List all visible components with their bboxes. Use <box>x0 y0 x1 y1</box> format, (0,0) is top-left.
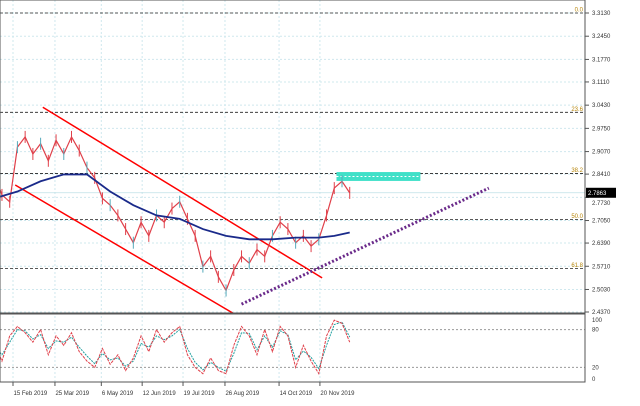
channel-line <box>42 106 323 279</box>
price-tick-label: 2.7730 <box>592 201 611 207</box>
price-tick-label: 2.5030 <box>592 287 611 293</box>
date-axis: 15 Feb 2019 25 Mar 2019 6 May 2019 12 Jun 2… <box>12 382 355 397</box>
price-tick-label: 2.5710 <box>592 264 611 270</box>
price-tick-label: 2.4370 <box>592 310 611 316</box>
oscillator-tick-label: 100 <box>592 318 603 324</box>
price-tick-label: 3.2450 <box>592 34 611 40</box>
date-tick-label: 19 Jul 2019 <box>184 391 216 397</box>
date-tick-label: 14 Oct 2019 <box>280 391 313 397</box>
date-tick-label: 20 Nov 2019 <box>320 391 355 397</box>
main-pane-frame <box>0 0 586 314</box>
price-tick-label: 2.9750 <box>592 126 611 132</box>
date-tick-label: 26 Aug 2019 <box>225 391 259 397</box>
current-price-label: 2.7863 <box>588 191 607 197</box>
oscillator-tick-label: 20 <box>592 365 599 371</box>
date-tick-label: 6 May 2019 <box>102 391 134 397</box>
oscillator-tick-label: 80 <box>592 328 599 334</box>
price-tick-label: 2.7050 <box>592 219 611 225</box>
price-tick-label: 3.3130 <box>592 11 611 17</box>
oscillator-signal-line <box>0 321 351 372</box>
price-axis: 3.3130 3.2450 3.1770 3.1110 3.0430 2.9750 2.90… <box>585 11 616 316</box>
current-price-badge <box>586 187 616 198</box>
price-tick-label: 3.1110 <box>592 80 610 86</box>
channel-line <box>14 184 234 314</box>
fibonacci-levels: 0.0 23.6 38.2 50.0 61.8 <box>0 8 585 269</box>
price-tick-label: 2.9070 <box>592 150 611 156</box>
oscillator-pane-frame <box>0 313 586 383</box>
price-tick-label: 3.0430 <box>592 103 611 109</box>
price-tick-label: 3.1770 <box>592 57 611 63</box>
price-tick-label: 2.8410 <box>592 172 611 178</box>
series <box>0 130 351 297</box>
fib-level-label: 0.0 <box>575 8 584 14</box>
date-tick-label: 25 Mar 2019 <box>55 391 89 397</box>
price-tick-label: 2.6390 <box>592 241 611 247</box>
oscillator-pane: 100 80 20 0 <box>0 318 603 383</box>
moving-average-line <box>0 173 350 241</box>
oscillator-main-line <box>0 319 351 376</box>
fib-level-label: 61.8 <box>571 263 583 269</box>
fib-level-label: 50.0 <box>571 214 583 220</box>
fib-level-label: 23.6 <box>571 107 583 113</box>
fib-level-label: 38.2 <box>571 168 583 174</box>
date-tick-label: 12 Jun 2019 <box>143 391 177 397</box>
trend-line <box>240 186 490 306</box>
oscillator-tick-label: 0 <box>592 377 596 383</box>
annotations <box>14 106 490 314</box>
date-tick-label: 15 Feb 2019 <box>14 391 48 397</box>
